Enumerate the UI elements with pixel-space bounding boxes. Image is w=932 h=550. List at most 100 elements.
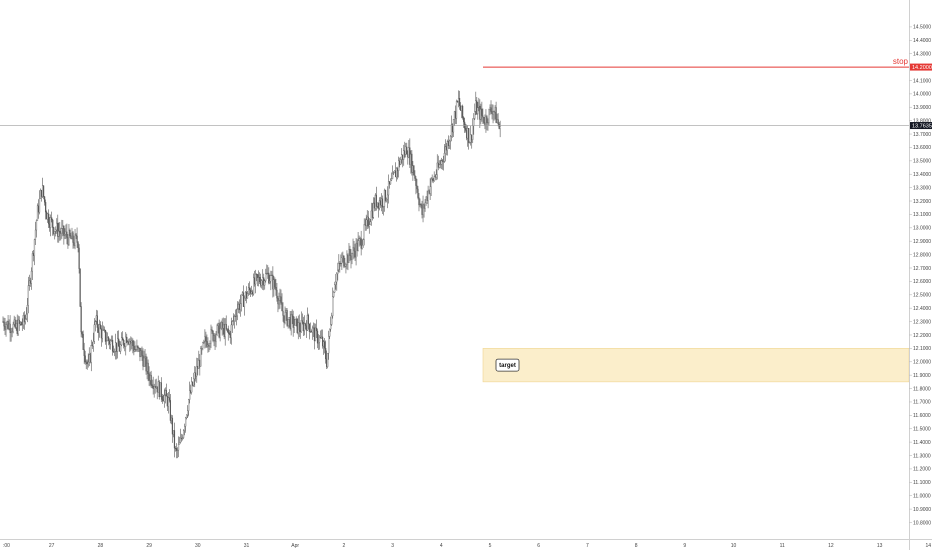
candle-body: [2, 321, 4, 323]
candle-body: [476, 100, 478, 115]
candle-body: [20, 322, 22, 326]
stop-line-group[interactable]: stop: [483, 57, 909, 68]
candle-body: [283, 315, 285, 323]
candle-body: [390, 178, 393, 181]
candle-body: [177, 444, 180, 451]
candle-body: [406, 146, 408, 155]
candle-body: [149, 374, 151, 381]
candle-body: [167, 397, 169, 407]
target-zone-box[interactable]: [482, 348, 910, 383]
candle-body: [121, 337, 123, 345]
candle-body: [268, 272, 270, 284]
candle-body: [346, 254, 348, 265]
candle-body: [118, 338, 120, 347]
candle-body: [286, 310, 288, 326]
candle-body: [302, 322, 304, 332]
price-axis[interactable]: 10.8000 10.9000 11.0000 11.1000 11.2000 11.30…: [909, 0, 932, 550]
time-axis[interactable]: :00 27 28 29 30 31 Apr 2 3 4 5 6 7 8 9 10 11 12 13 14: [0, 539, 932, 550]
candle-body: [55, 229, 57, 232]
time-tick-label: Apr: [291, 543, 299, 549]
candle-body: [230, 324, 232, 338]
candle-body: [381, 198, 384, 208]
candle-body: [402, 154, 404, 160]
candle-body: [261, 280, 263, 286]
candle-body: [216, 325, 218, 335]
target-label-box[interactable]: [495, 358, 520, 372]
candle-body: [454, 111, 457, 119]
candle-body: [325, 348, 327, 360]
candle-body: [144, 356, 146, 359]
candle-body: [339, 263, 341, 265]
candle-body: [496, 119, 498, 123]
candle-body: [435, 174, 437, 178]
candle-body: [27, 285, 29, 306]
candle-body: [111, 339, 114, 352]
candle-body: [19, 322, 21, 324]
candle-body: [469, 142, 471, 144]
candle-body: [301, 320, 303, 323]
price-tick-label: 14.0000: [913, 92, 931, 98]
candle-body: [234, 315, 236, 317]
time-tick-label: 10: [731, 543, 737, 549]
candle-body: [430, 178, 432, 187]
price-tick-label: 14.5000: [913, 25, 931, 31]
candle-body: [321, 336, 324, 347]
candle-body: [295, 318, 297, 320]
time-tick-label: 12: [828, 543, 834, 549]
candle-body: [186, 414, 188, 419]
candle-body: [489, 107, 491, 110]
candle-body: [123, 340, 125, 346]
target-zone[interactable]: target: [482, 348, 910, 383]
candle-body: [335, 281, 337, 285]
time-tick-label: 8: [635, 543, 638, 549]
candle-body: [437, 162, 439, 168]
candle-body: [181, 437, 184, 439]
candle-body: [453, 111, 456, 120]
candle-body: [290, 314, 292, 329]
price-tick-label: 13.9000: [913, 105, 931, 111]
candle-body: [278, 300, 280, 305]
candle-body: [446, 141, 448, 151]
candle-body: [269, 281, 271, 284]
candle-body: [117, 338, 119, 352]
time-tick-label: 2: [343, 543, 346, 549]
candle-body: [419, 204, 421, 206]
candle-body: [479, 105, 481, 120]
candle-body: [284, 312, 286, 323]
candle-body: [241, 292, 244, 295]
current-price-badge: 13.7635: [910, 122, 932, 130]
candle-body: [47, 213, 49, 220]
candle-body: [71, 232, 73, 240]
candle-body: [16, 323, 18, 334]
price-tick-label: 12.3000: [913, 319, 931, 325]
candle-body: [212, 330, 214, 341]
candle-body: [418, 197, 420, 206]
price-tick-label: 13.5000: [913, 159, 931, 165]
candle-body: [398, 160, 400, 171]
candle-body: [134, 349, 136, 352]
price-tick-label: 13.4000: [913, 172, 931, 178]
candle-body: [124, 345, 126, 347]
candle-body: [245, 291, 248, 299]
candle-body: [138, 347, 140, 349]
candle-body: [76, 235, 78, 243]
time-tick-label: 14: [926, 543, 932, 549]
candle-body: [356, 242, 358, 251]
candle-body: [450, 124, 453, 137]
candle-body: [273, 279, 275, 290]
candle-body: [109, 340, 112, 345]
candle-body: [439, 164, 441, 166]
candle-body: [28, 280, 30, 286]
candle-body: [202, 342, 204, 349]
price-tick-label: 13.1000: [913, 212, 931, 218]
candle-body: [48, 213, 50, 225]
time-tick-label: 28: [98, 543, 104, 549]
price-tick-label: 12.1000: [913, 346, 931, 352]
candle-body: [332, 296, 334, 317]
candle-body: [475, 100, 477, 112]
candle-body: [43, 196, 46, 203]
candle-body: [172, 430, 175, 435]
candle-body: [3, 321, 5, 327]
candle-body: [197, 366, 199, 369]
